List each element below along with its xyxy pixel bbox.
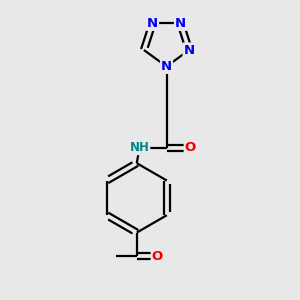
Text: N: N (184, 44, 195, 56)
Text: N: N (161, 60, 172, 73)
Text: N: N (147, 17, 158, 30)
Text: O: O (152, 250, 163, 263)
Text: O: O (185, 141, 196, 154)
Text: NH: NH (130, 141, 149, 154)
Text: N: N (175, 17, 186, 30)
